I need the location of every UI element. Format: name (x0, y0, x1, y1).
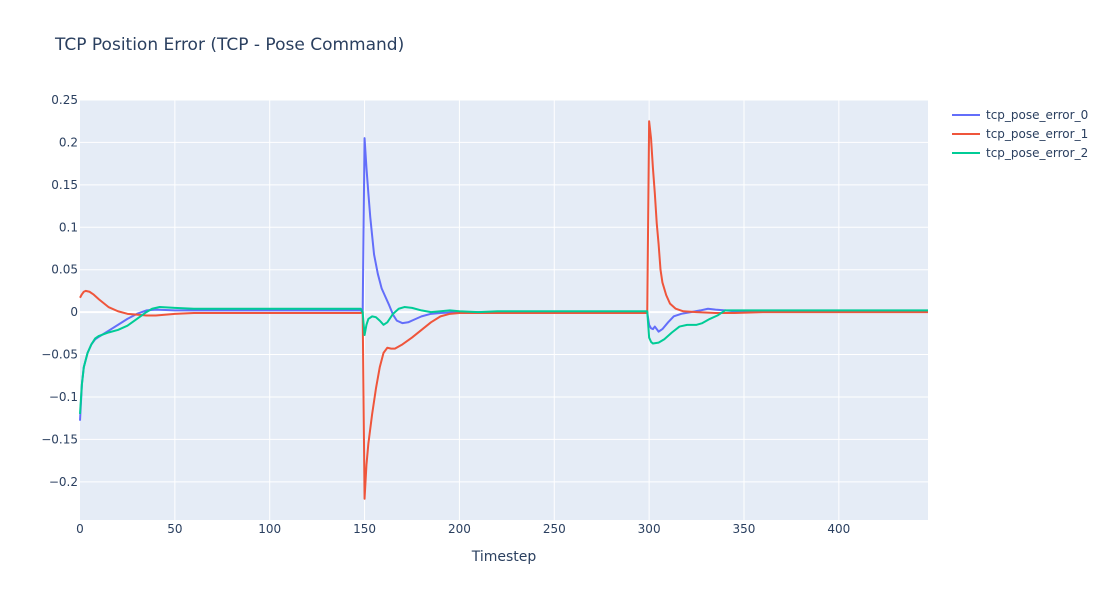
x-axis-ticks: 0 50 100 150 200 250 300 350 400 (76, 522, 850, 536)
y-tick-label: −0.05 (41, 348, 78, 362)
y-tick-label: 0.25 (51, 93, 78, 107)
x-tick-label: 0 (76, 522, 84, 536)
y-tick-label: 0.05 (51, 263, 78, 277)
y-tick-label: 0.1 (59, 220, 78, 234)
x-tick-label: 300 (638, 522, 661, 536)
legend-item[interactable]: tcp_pose_error_2 (952, 146, 1088, 160)
legend: tcp_pose_error_0 tcp_pose_error_1 tcp_pose… (952, 108, 1088, 160)
x-tick-label: 350 (733, 522, 756, 536)
series-lines (79, 120, 928, 500)
y-tick-label: −0.1 (49, 390, 78, 404)
y-axis-ticks: −0.2 −0.15 −0.1 −0.05 0 0.05 0.1 0.15 0.2 0.25 (41, 93, 78, 489)
x-tick-label: 200 (448, 522, 471, 536)
chart-title: TCP Position Error (TCP - Pose Command) (54, 35, 404, 55)
y-tick-label: −0.15 (41, 432, 78, 446)
x-tick-label: 400 (827, 522, 850, 536)
y-tick-label: 0.2 (59, 135, 78, 149)
x-tick-label: 250 (543, 522, 566, 536)
series-line-2 (79, 306, 928, 415)
x-tick-label: 100 (258, 522, 281, 536)
x-tick-label: 50 (167, 522, 182, 536)
legend-item[interactable]: tcp_pose_error_1 (952, 127, 1088, 141)
x-tick-label: 150 (353, 522, 376, 536)
x-axis-label: Timestep (471, 549, 537, 565)
series-line-1 (79, 120, 928, 500)
legend-label: tcp_pose_error_0 (986, 108, 1088, 122)
legend-label: tcp_pose_error_2 (986, 146, 1088, 160)
y-tick-label: 0.15 (51, 178, 78, 192)
legend-label: tcp_pose_error_1 (986, 127, 1088, 141)
legend-item[interactable]: tcp_pose_error_0 (952, 108, 1088, 122)
y-tick-label: 0 (70, 305, 78, 319)
y-tick-label: −0.2 (49, 475, 78, 489)
series-line-0 (79, 137, 928, 421)
